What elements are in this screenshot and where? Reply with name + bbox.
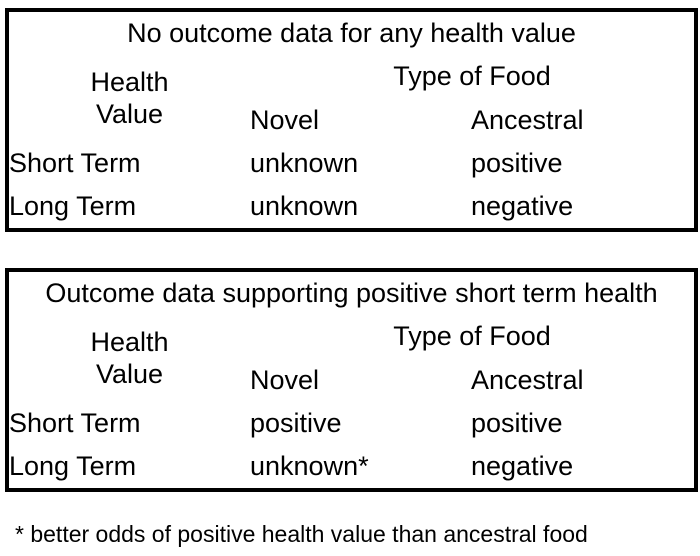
row-header-long-term: Long Term — [9, 450, 137, 481]
cell-short-term-ancestral: positive — [471, 407, 563, 438]
cell-short-term-novel: positive — [250, 407, 342, 438]
column-header-ancestral: Ancestral — [471, 104, 584, 135]
table-row: Long Term unknown* negative — [7, 445, 696, 490]
row-header-short-term: Short Term — [9, 147, 141, 178]
footnote: * better odds of positive health value t… — [15, 521, 588, 547]
table-title: No outcome data for any health value — [127, 17, 576, 48]
column-header-novel: Novel — [250, 364, 320, 395]
type-of-food-header: Type of Food — [393, 61, 551, 92]
cell-short-term-ancestral: positive — [471, 147, 563, 178]
cell-long-term-ancestral: negative — [471, 450, 574, 481]
type-of-food-header: Type of Food — [393, 321, 551, 352]
row-header-long-term: Long Term — [9, 190, 137, 221]
table-title: Outcome data supporting positive short t… — [45, 277, 658, 308]
cell-long-term-novel: unknown — [250, 190, 359, 221]
health-value-header: Health Value — [90, 67, 169, 129]
cell-long-term-ancestral: negative — [471, 190, 574, 221]
table-row: Short Term unknown positive — [7, 142, 696, 185]
table-row: Short Term positive positive — [7, 402, 696, 445]
row-header-short-term: Short Term — [9, 407, 141, 438]
table-no-outcome-data: No outcome data for any health value Hea… — [5, 8, 699, 232]
table-outcome-data-positive-short-term: Outcome data supporting positive short t… — [5, 268, 699, 492]
cell-long-term-novel: unknown* — [250, 450, 369, 481]
column-header-novel: Novel — [250, 104, 320, 135]
health-value-header: Health Value — [90, 327, 169, 389]
cell-short-term-novel: unknown — [250, 147, 359, 178]
table-row: Long Term unknown negative — [7, 185, 696, 230]
column-header-ancestral: Ancestral — [471, 364, 584, 395]
